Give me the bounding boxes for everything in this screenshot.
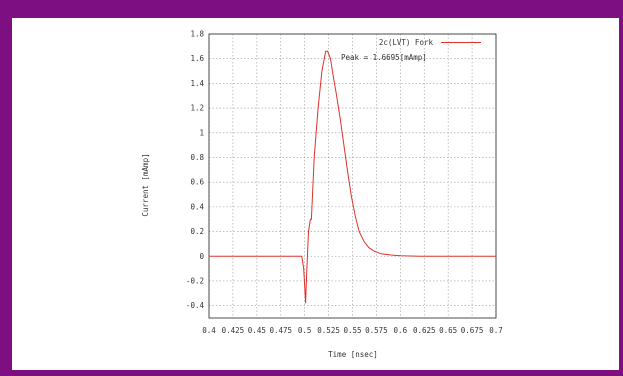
y-tick-label: -0.2 (186, 276, 204, 285)
x-tick-label: 0.675 (461, 326, 484, 335)
x-tick-label: 0.65 (439, 326, 457, 335)
y-axis-label: Current [mAmp] (141, 153, 150, 216)
x-tick-label: 0.7 (489, 326, 503, 335)
legend-label: 2c(LVT) Fork (379, 38, 434, 47)
legend: 2c(LVT) Fork (379, 38, 481, 47)
x-tick-label: 0.55 (343, 326, 361, 335)
series-line-2c-lvt-fork (209, 50, 496, 304)
x-tick-label: 0.5 (298, 326, 312, 335)
y-tick-label: 0 (199, 252, 204, 261)
y-tick-label: 0.2 (190, 227, 204, 236)
tick-labels: 0.4 0.425 0.45 0.475 0.5 0.525 0.55 0.575 0.6 0.6… (186, 30, 503, 336)
x-tick-label: 0.45 (248, 326, 266, 335)
y-tick-label: 0.8 (190, 153, 204, 162)
grid-lines (208, 33, 497, 318)
x-tick-label: 0.6 (394, 326, 408, 335)
x-tick-label: 0.4 (202, 326, 216, 335)
y-tick-label: 1 (199, 128, 204, 137)
x-tick-label: 0.425 (222, 326, 245, 335)
x-tick-label: 0.525 (317, 326, 340, 335)
plot-border (208, 33, 497, 319)
peak-annotation: Peak = 1.6695[mAmp] (341, 53, 427, 62)
x-tick-label: 0.475 (269, 326, 292, 335)
x-tick-label: 0.575 (365, 326, 388, 335)
y-tick-label: 0.6 (190, 178, 204, 187)
y-tick-label: 1.4 (190, 79, 204, 88)
y-tick-label: 0.4 (190, 202, 204, 211)
chart-panel (12, 18, 619, 370)
y-tick-label: 1.6 (190, 54, 204, 63)
x-tick-label: 0.625 (413, 326, 436, 335)
y-tick-label: 1.8 (190, 30, 204, 39)
y-tick-label: -0.4 (186, 301, 205, 310)
y-tick-label: 1.2 (190, 104, 204, 113)
x-axis-label: Time [nsec] (328, 350, 378, 359)
